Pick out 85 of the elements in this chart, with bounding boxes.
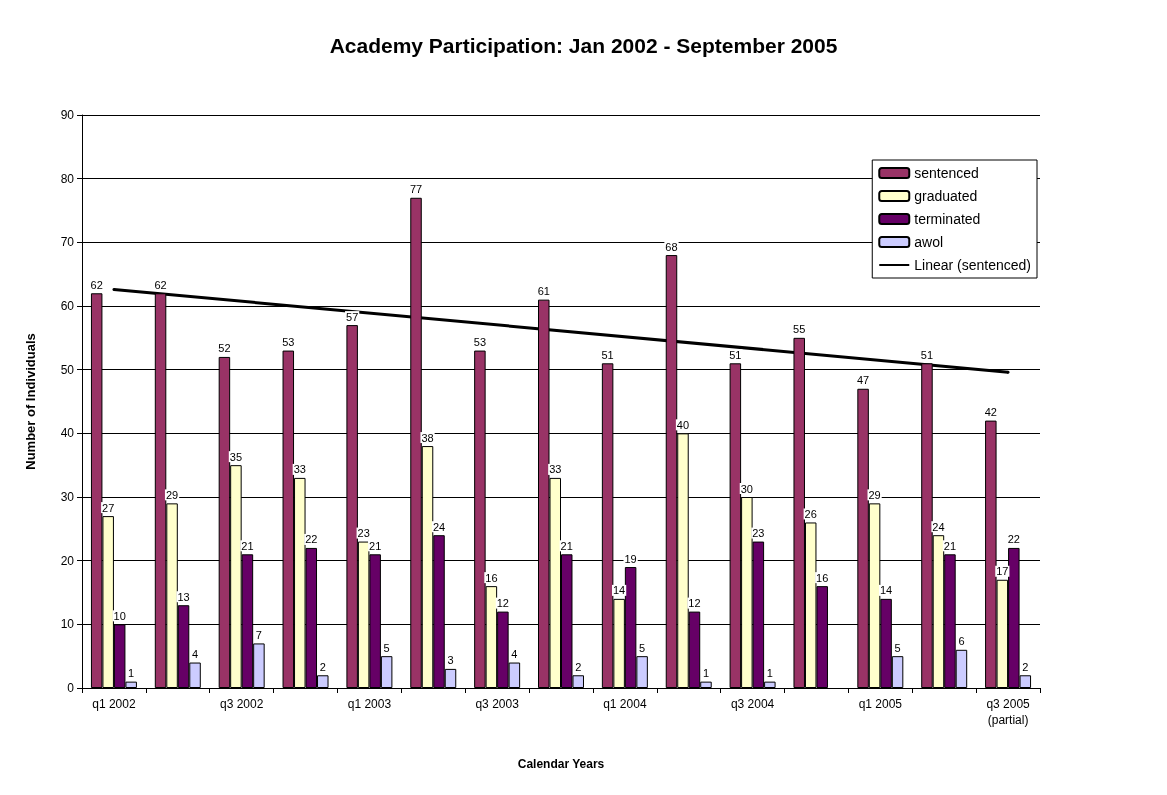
data-label: 52	[218, 342, 231, 355]
data-label: 42	[984, 406, 997, 419]
data-label: 23	[752, 527, 765, 540]
data-label: 1	[702, 667, 710, 680]
data-label: 47	[856, 374, 870, 387]
data-label: 35	[229, 450, 243, 463]
data-label: 57	[346, 310, 359, 323]
x-tick-label: q1 2005	[858, 697, 903, 711]
legend-label: sentenced	[914, 165, 979, 181]
data-label: 33	[293, 463, 306, 476]
data-label: 53	[473, 336, 487, 349]
data-label: 2	[319, 660, 326, 673]
data-label: 21	[241, 539, 254, 552]
data-label: 24	[432, 520, 446, 533]
data-label: 68	[665, 240, 678, 253]
x-tick-label: q3 2003	[475, 697, 520, 711]
data-label: 2	[575, 660, 582, 673]
data-label: 19	[624, 552, 637, 565]
data-label: 12	[688, 597, 701, 610]
data-label: 21	[369, 539, 382, 552]
chart-title: Academy Participation: Jan 2002 - September 2005	[329, 34, 838, 57]
x-tick-label: q1 2002	[92, 697, 136, 711]
x-tick-label: q3 2004	[730, 697, 775, 711]
data-label: 30	[740, 482, 753, 495]
y-tick-label: 30	[60, 490, 75, 504]
x-tick-label: q1 2003	[347, 697, 392, 711]
data-label: 21	[560, 539, 573, 552]
data-label: 16	[816, 571, 829, 584]
data-label: 4	[191, 648, 199, 661]
legend-label: Linear (sentenced)	[914, 257, 1032, 273]
data-label: 21	[943, 539, 957, 552]
data-label: 55	[793, 323, 806, 336]
y-tick-label: 60	[60, 299, 75, 313]
data-label: 16	[485, 571, 498, 584]
data-label: 61	[537, 285, 550, 298]
data-label: 10	[113, 609, 126, 622]
data-label: 13	[177, 590, 190, 603]
legend-label: graduated	[914, 188, 978, 204]
data-label: 22	[1007, 533, 1020, 546]
data-label: 14	[879, 584, 893, 597]
y-tick-label: 70	[60, 235, 75, 250]
y-tick-label: 40	[60, 426, 75, 441]
data-label: 29	[165, 488, 179, 501]
x-tick-label: q1 2004	[603, 697, 647, 711]
data-label: 2	[1022, 660, 1029, 673]
data-label: 29	[868, 488, 881, 501]
data-label: 5	[383, 641, 390, 654]
data-label: 51	[729, 348, 742, 361]
y-tick-label: 0	[67, 681, 75, 695]
data-label: 6	[958, 635, 965, 648]
data-label: 51	[601, 348, 614, 361]
y-tick-label: 10	[60, 617, 75, 632]
data-label: 12	[496, 597, 510, 610]
data-label: 14	[612, 584, 626, 597]
y-tick-label: 50	[60, 362, 75, 377]
data-label: 38	[421, 431, 434, 444]
data-label: 53	[282, 336, 295, 349]
data-label: 26	[804, 507, 817, 520]
data-label: 62	[90, 278, 103, 291]
data-label: 77	[409, 183, 423, 196]
data-label: 24	[932, 520, 945, 533]
data-label: 22	[305, 533, 318, 546]
legend-label: terminated	[914, 211, 981, 227]
y-tick-label: 20	[60, 553, 75, 568]
data-label: 4	[511, 648, 518, 661]
data-label: 23	[357, 527, 370, 540]
data-label: 27	[102, 501, 115, 514]
data-label: 17	[996, 565, 1009, 578]
y-axis-title: Number of Individuals	[23, 333, 38, 470]
y-tick-label: 80	[60, 171, 75, 186]
data-label: 51	[920, 348, 934, 361]
data-label: 1	[766, 667, 773, 680]
y-tick-label: 90	[60, 108, 75, 122]
data-label: 5	[894, 641, 901, 654]
data-label: 40	[676, 418, 690, 431]
data-label: 3	[447, 654, 454, 667]
x-axis-title: Calendar Years	[517, 757, 605, 771]
data-label: 62	[154, 278, 167, 291]
legend-label: awol	[914, 234, 944, 250]
data-label: 5	[639, 641, 646, 654]
data-label: 33	[549, 463, 562, 476]
data-label: 7	[255, 628, 262, 641]
x-tick-label: q3 2005 (partial)	[986, 697, 1031, 727]
x-tick-label: q3 2002	[219, 697, 264, 711]
data-label: 1	[128, 667, 135, 680]
